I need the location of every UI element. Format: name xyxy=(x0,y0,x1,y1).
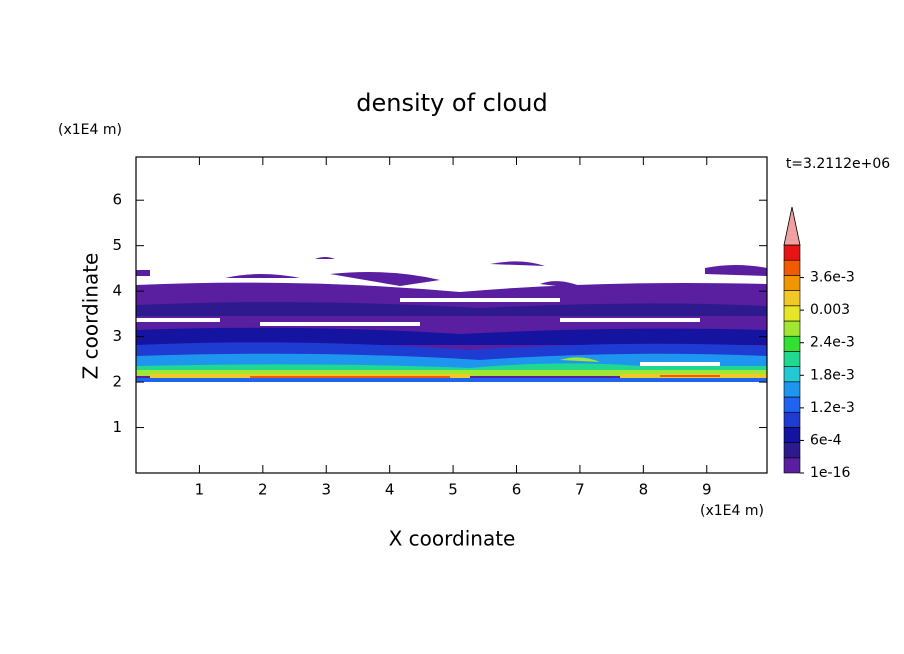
x-tick-label: 4 xyxy=(385,481,395,499)
colorbar-swatch xyxy=(783,351,801,367)
colorbar-swatch xyxy=(783,320,801,337)
y-tick-label: 3 xyxy=(112,327,122,345)
colorbar-swatch xyxy=(783,275,801,291)
colorbar-swatch xyxy=(783,396,801,413)
x-tick-label: 6 xyxy=(512,481,522,499)
colorbar-label: 6e-4 xyxy=(810,432,842,448)
contour-band xyxy=(250,375,720,378)
colorbar-label: 1e-16 xyxy=(810,465,850,481)
colorbar-swatch xyxy=(783,381,801,398)
x-axis-label: X coordinate xyxy=(389,527,516,551)
colorbar-swatch xyxy=(783,442,801,459)
colorbar-swatch xyxy=(783,305,801,322)
x-unit: (x1E4 m) xyxy=(700,503,764,519)
y-tick-label: 5 xyxy=(112,236,122,254)
x-tick-label: 7 xyxy=(575,481,585,499)
y-tick-label: 2 xyxy=(112,373,122,391)
contour-field xyxy=(136,257,767,382)
colorbar-swatch xyxy=(783,457,801,474)
colorbar-swatch xyxy=(783,411,801,428)
x-tick-label: 9 xyxy=(702,481,712,499)
colorbar-swatch xyxy=(783,290,801,307)
x-tick-label: 2 xyxy=(258,481,268,499)
contour-band xyxy=(136,378,767,382)
colorbar-label: 1.8e-3 xyxy=(810,367,855,383)
contour-band xyxy=(136,327,767,345)
x-tick-label: 1 xyxy=(195,481,205,499)
y-axis-label: Z coordinate xyxy=(79,253,103,380)
colorbar-label: 3.6e-3 xyxy=(810,270,855,286)
y-tick-label: 1 xyxy=(112,418,122,436)
x-tick-label: 8 xyxy=(639,481,649,499)
x-tick-label: 5 xyxy=(448,481,458,499)
colorbar-swatch xyxy=(783,366,801,383)
annotation: t=3.2112e+06 xyxy=(786,156,890,172)
colorbar-label: 1.2e-3 xyxy=(810,400,855,416)
colorbar-swatch xyxy=(783,259,801,276)
colorbar-swatch xyxy=(783,335,801,352)
contour-band xyxy=(136,357,767,376)
y-unit: (x1E4 m) xyxy=(58,122,122,138)
plot-frame xyxy=(135,156,768,474)
y-tick-label: 4 xyxy=(112,282,122,300)
x-tick-label: 3 xyxy=(321,481,331,499)
y-tick-label: 6 xyxy=(112,191,122,209)
colorbar-label: 2.4e-3 xyxy=(810,335,855,351)
colorbar-label: 0.003 xyxy=(810,302,850,318)
chart-title: density of cloud xyxy=(356,89,547,117)
colorbar-swatch xyxy=(783,427,801,443)
contour-band xyxy=(136,302,767,316)
colorbar-over xyxy=(783,206,801,246)
colorbar-swatch xyxy=(783,244,801,261)
